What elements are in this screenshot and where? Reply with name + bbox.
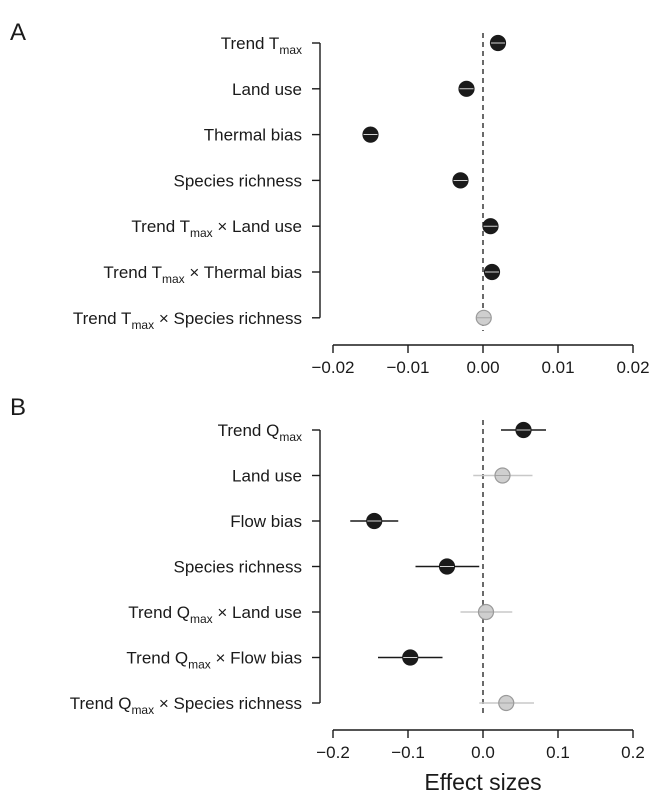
x-tick-label: 0.02 (616, 358, 649, 377)
category-label: Species richness (173, 558, 302, 577)
category-label: Trend Qmax × Flow bias (126, 649, 302, 672)
category-label: Thermal bias (204, 126, 302, 145)
category-label: Trend Tmax × Thermal bias (103, 263, 302, 286)
panel-b: B −0.2 −0.1 0.0 0.1 0.2 Trend Qmax Land use Flow… (10, 394, 645, 795)
category-label: Trend Tmax × Species richness (73, 309, 302, 332)
category-label: Trend Tmax (221, 34, 302, 57)
panel-letter: A (10, 19, 26, 46)
x-axis-title: Effect sizes (424, 769, 541, 795)
x-tick-label: 0.0 (471, 743, 495, 762)
x-tick-label: −0.01 (386, 358, 429, 377)
category-label: Land use (232, 80, 302, 99)
x-tick-label: 0.00 (466, 358, 499, 377)
x-tick-label: −0.02 (311, 358, 354, 377)
category-label: Trend Qmax (218, 421, 302, 444)
category-label: Species richness (173, 171, 302, 190)
x-tick-label: −0.1 (391, 743, 425, 762)
x-tick-label: 0.1 (546, 743, 570, 762)
category-label: Flow bias (230, 512, 302, 531)
panel-letter: B (10, 394, 26, 421)
category-label: Trend Tmax × Land use (131, 217, 302, 240)
category-label: Land use (232, 467, 302, 486)
category-label: Trend Qmax × Species richness (70, 694, 302, 717)
x-tick-label: −0.2 (316, 743, 350, 762)
panel-a: A −0.02 −0.01 0.00 0.01 0.02 Trend Tmax Land us… (10, 19, 650, 377)
x-tick-label: 0.2 (621, 743, 645, 762)
category-label: Trend Qmax × Land use (128, 603, 302, 626)
x-tick-label: 0.01 (541, 358, 574, 377)
